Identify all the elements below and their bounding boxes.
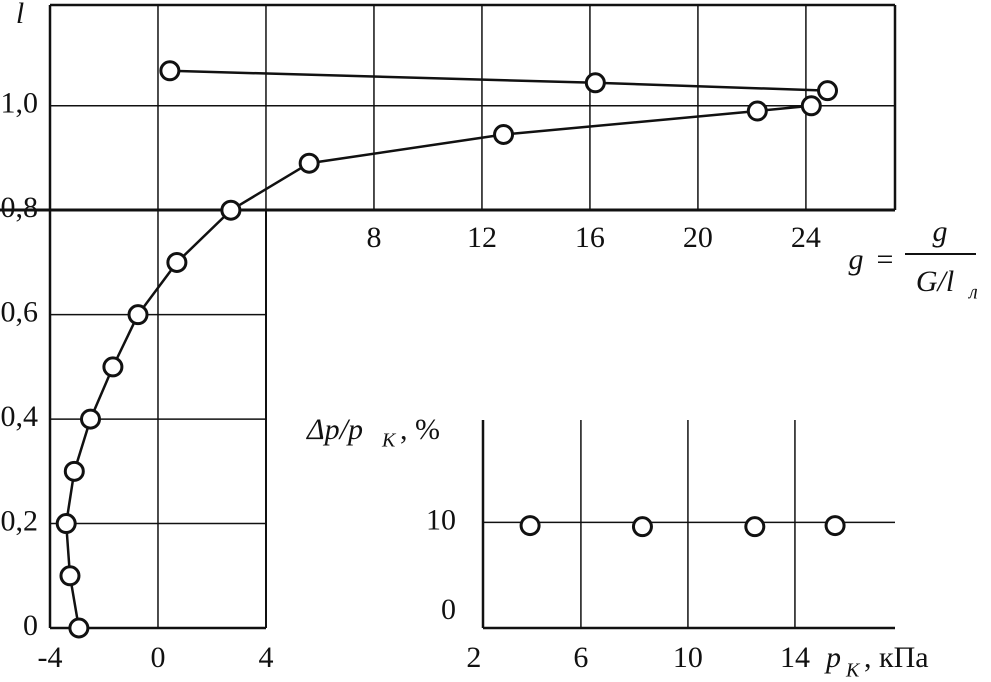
y-tick-label: 0,4 (1, 400, 39, 433)
data-point (102, 356, 124, 378)
label-main: Δp/p (306, 413, 363, 446)
y-axis-label: l (16, 0, 24, 30)
x-axis-label-2: p K , кПа (824, 641, 929, 682)
series-line (64, 104, 812, 629)
label-denominator-sub: л (968, 282, 978, 304)
data-point (631, 516, 653, 538)
data-point (79, 408, 101, 430)
y-tick-label: 10 (426, 503, 456, 536)
y-tick-label: 0 (23, 609, 38, 642)
y-tick-label: 0,8 (1, 191, 39, 224)
x2-tick-label: 20 (683, 221, 713, 254)
label-unit: , % (400, 413, 440, 446)
y-tick-label: 0,6 (1, 296, 39, 329)
x2-tick-label: 12 (467, 221, 497, 254)
y-tick-label: 0,2 (1, 504, 39, 537)
data-point (59, 565, 81, 587)
data-point (63, 460, 85, 482)
x-tick-label: -4 (38, 641, 63, 674)
data-point (68, 617, 90, 639)
label-denominator: G/l (916, 265, 954, 298)
label-sub: K (845, 660, 861, 682)
x2-tick-label: 16 (575, 221, 605, 254)
data-point (800, 95, 822, 117)
x-tick-label: 4 (258, 641, 273, 674)
series-line (169, 69, 828, 92)
data-point (159, 60, 181, 82)
data-point (519, 515, 541, 537)
x-tick-label: 6 (573, 641, 588, 674)
label-lhs: g (849, 243, 864, 276)
label-numerator: g (933, 215, 948, 248)
data-point (298, 152, 320, 174)
label-unit: , кПа (864, 641, 929, 674)
label-sub: K (381, 430, 397, 452)
y-tick-label: 0 (441, 593, 456, 626)
x2-tick-label: 24 (791, 221, 821, 254)
data-point (584, 72, 606, 94)
x-tick-label: 0 (150, 641, 165, 674)
data-point (817, 80, 839, 102)
data-point (220, 199, 242, 221)
data-point (127, 304, 149, 326)
x-tick-label: 2 (466, 641, 481, 674)
label-equals: = (877, 243, 894, 276)
y-tick-label: 1,0 (1, 87, 39, 120)
x-tick-label: 10 (673, 641, 703, 674)
y-axis-label-2: Δp/p K , % (306, 413, 440, 452)
x-tick-label: 14 (780, 641, 810, 674)
label-main: p (824, 641, 841, 674)
x2-tick-label: 8 (366, 221, 381, 254)
data-point (824, 515, 846, 537)
data-point (746, 100, 768, 122)
data-point (493, 124, 515, 146)
data-point (166, 251, 188, 273)
x2-axis-label: g = g G/l л (849, 209, 978, 304)
data-point (744, 516, 766, 538)
data-point (55, 513, 77, 535)
